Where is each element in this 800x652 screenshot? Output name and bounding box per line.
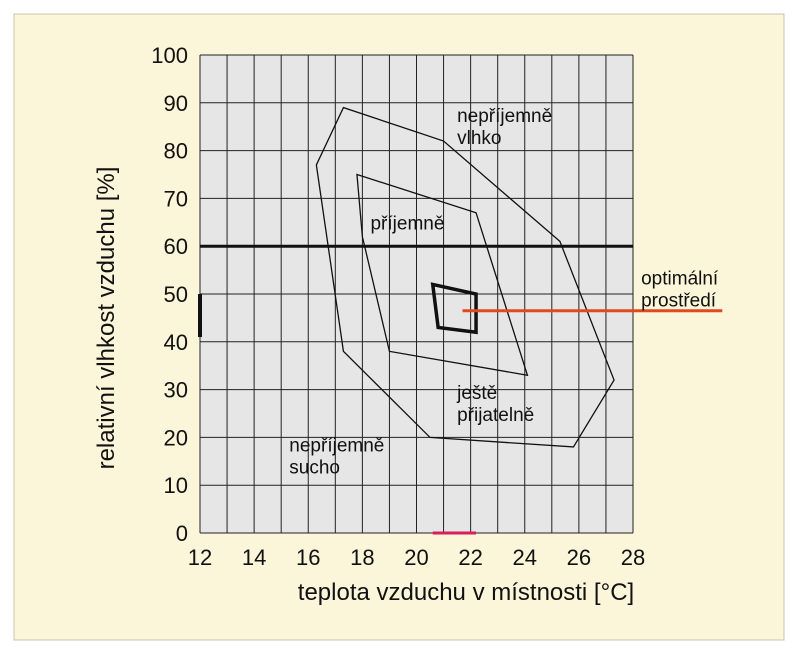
annotation-label: nepříjemně sucho bbox=[289, 436, 384, 479]
region-outline-3 bbox=[430, 282, 478, 335]
x-tick-label: 22 bbox=[458, 545, 482, 570]
y-tick-label: 20 bbox=[164, 425, 188, 450]
y-tick-label: 60 bbox=[164, 234, 188, 259]
axis-marks bbox=[198, 294, 477, 535]
x-tick-label: 12 bbox=[188, 545, 212, 570]
y-tick-label: 0 bbox=[176, 521, 188, 546]
y-tick-label: 50 bbox=[164, 282, 188, 307]
annotation-line: přijatelně bbox=[457, 405, 534, 426]
annotation-line: ještě bbox=[456, 383, 497, 404]
x-tick-labels: 12 14 16 18 20 22 24 26 28 bbox=[188, 545, 645, 570]
x-tick-label: 28 bbox=[621, 545, 645, 570]
annotation-label: příjemně bbox=[370, 213, 444, 234]
x-tick-label: 24 bbox=[513, 545, 537, 570]
y-tick-label: 80 bbox=[164, 139, 188, 164]
annotation-line: prostředí bbox=[641, 290, 717, 311]
y-axis-label: relativní vlhkost vzduchu [%] bbox=[93, 167, 120, 470]
y-tick-labels: 0 10 20 30 40 50 60 70 80 90 100 bbox=[151, 43, 188, 546]
x-tick-label: 18 bbox=[350, 545, 374, 570]
x-tick-label: 16 bbox=[296, 545, 320, 570]
annotation-line: nepříjemně bbox=[289, 436, 384, 457]
x-tick-label: 14 bbox=[242, 545, 266, 570]
region-outline-2 bbox=[356, 173, 529, 377]
x-axis-label: teplota vzduchu v místnosti [°C] bbox=[298, 579, 634, 606]
y-tick-label: 70 bbox=[164, 186, 188, 211]
annotation-line: optimální bbox=[641, 268, 719, 289]
annotation-line: sucho bbox=[289, 458, 340, 479]
annotation-line: vlhko bbox=[457, 128, 501, 149]
y-tick-label: 10 bbox=[164, 473, 188, 498]
annotation-label: optimální prostředí bbox=[641, 268, 719, 311]
annotation-line: nepříjemně bbox=[457, 106, 552, 127]
y-tick-label: 30 bbox=[164, 378, 188, 403]
annotation-label: nepříjemně vlhko bbox=[457, 106, 552, 149]
y-tick-label: 100 bbox=[151, 43, 188, 68]
comfort-regions bbox=[315, 106, 615, 448]
y-tick-label: 40 bbox=[164, 330, 188, 355]
y-tick-label: 90 bbox=[164, 91, 188, 116]
annotation-line: příjemně bbox=[370, 213, 444, 234]
region-outline-1 bbox=[315, 106, 615, 448]
annotation-label: ještě přijatelně bbox=[456, 383, 534, 426]
x-tick-label: 26 bbox=[567, 545, 591, 570]
x-tick-label: 20 bbox=[404, 545, 428, 570]
